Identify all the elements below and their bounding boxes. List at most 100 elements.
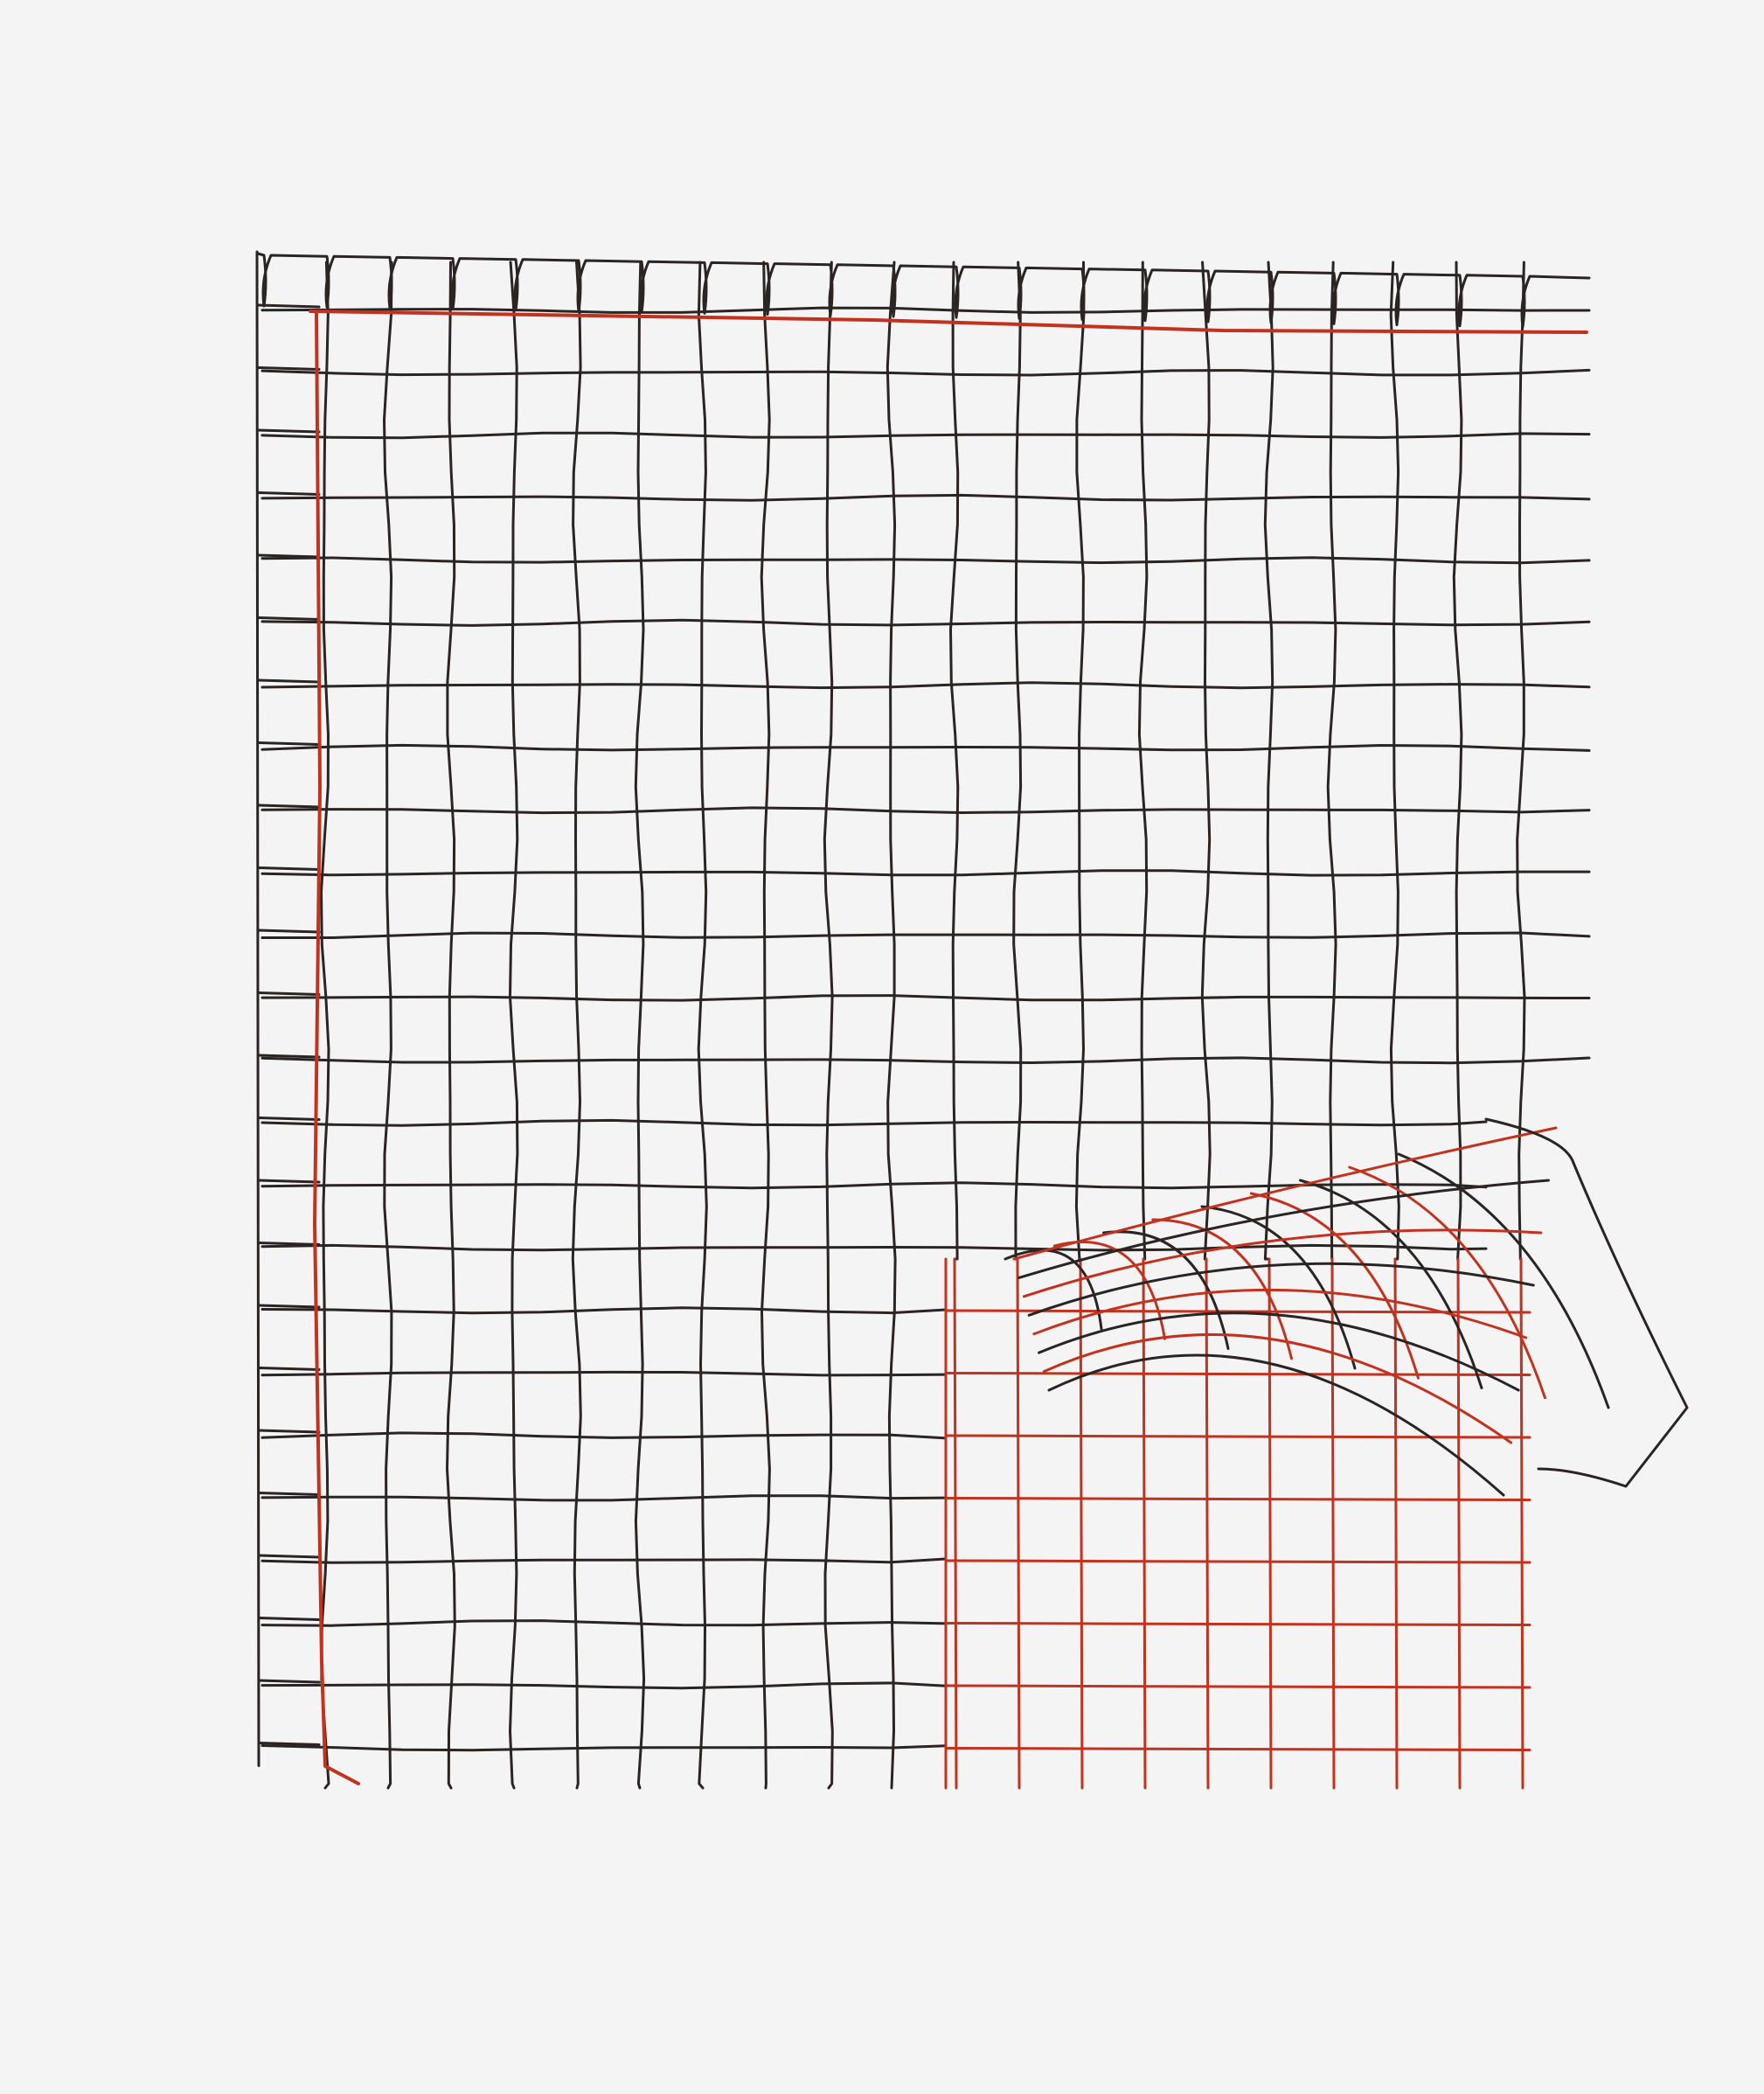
left-outer-wire xyxy=(255,250,260,1767)
peel-cross-wire xyxy=(1047,1353,1505,1497)
horizontal-wire xyxy=(260,1243,1488,1252)
left-loop-wire xyxy=(257,678,321,684)
peel-cross-wire xyxy=(1022,1228,1543,1298)
horizontal-wire xyxy=(260,368,1591,377)
peel-arc-wire xyxy=(1397,1152,1610,1409)
peel-arc-wire xyxy=(1200,1205,1357,1370)
left-loop-wire xyxy=(257,929,321,934)
horizontal-wire xyxy=(260,1744,948,1752)
horizontal-wire xyxy=(260,1306,948,1315)
left-loop-wire xyxy=(257,1554,321,1559)
peeled-mesh-roll xyxy=(1004,1117,1689,1497)
horizontal-wire xyxy=(260,994,1591,1002)
vertical-wire xyxy=(446,261,456,1790)
peel-outer-edge xyxy=(1484,1117,1689,1488)
red-wire-mesh xyxy=(309,310,1588,1790)
left-loop-wire xyxy=(257,491,321,496)
left-loop-wire xyxy=(257,1179,321,1184)
vertical-wire xyxy=(1263,261,1274,1261)
red-vertical-wire xyxy=(1393,1257,1399,1790)
vertical-wire xyxy=(949,261,960,1261)
vertical-wire xyxy=(1074,261,1086,1261)
red-vertical-wire xyxy=(1330,1257,1336,1790)
horizontal-wire xyxy=(260,493,1591,502)
left-loop-wire xyxy=(257,1617,321,1621)
vertical-wire xyxy=(1452,261,1463,1261)
horizontal-wire xyxy=(260,431,1591,440)
vertical-wire xyxy=(509,261,519,1790)
peel-arc-wire xyxy=(1348,1165,1546,1400)
peel-arc-wire xyxy=(1151,1218,1293,1360)
peel-cross-wire xyxy=(1012,1126,1558,1261)
horizontal-wire xyxy=(260,806,1591,815)
left-loop-wire xyxy=(257,1054,321,1059)
left-loop-wire xyxy=(257,1492,321,1496)
horizontal-wire xyxy=(260,1494,948,1502)
horizontal-wire xyxy=(260,306,1591,314)
red-horizontal-wire xyxy=(944,1497,1531,1501)
left-loop-wire xyxy=(257,1304,321,1309)
horizontal-wire xyxy=(260,1056,1591,1065)
red-vertical-wire xyxy=(1205,1257,1210,1790)
red-vertical-wire xyxy=(1267,1257,1273,1790)
horizontal-wire xyxy=(260,1619,948,1627)
dark-wire-mesh xyxy=(255,250,1591,1790)
left-loop-wire xyxy=(257,866,321,871)
peel-cross-wire xyxy=(1042,1332,1513,1444)
left-loop-wire xyxy=(257,1242,321,1246)
peel-arc-wire xyxy=(1249,1192,1420,1380)
red-vertical-wire xyxy=(1079,1257,1084,1790)
left-loop-wire xyxy=(257,1117,321,1121)
left-loop-wire xyxy=(257,1679,321,1684)
left-loop-wire xyxy=(257,303,321,309)
red-horizontal-wire xyxy=(944,1434,1531,1439)
left-loop-wire xyxy=(257,616,321,621)
vertical-wire xyxy=(1137,261,1149,1261)
vertical-wire xyxy=(1012,261,1023,1261)
horizontal-wire xyxy=(260,681,1591,690)
left-loop-wire xyxy=(257,428,321,434)
left-loop-wire xyxy=(257,1429,321,1434)
vertical-wire xyxy=(697,261,708,1790)
peel-arc-wire xyxy=(1299,1179,1483,1389)
red-vertical-wire xyxy=(1519,1257,1524,1790)
red-left-rail xyxy=(313,310,360,1785)
vertical-wire xyxy=(1200,261,1212,1261)
red-vertical-wire xyxy=(953,1257,958,1790)
red-vertical-wire xyxy=(1456,1257,1462,1790)
horizontal-wire xyxy=(260,1431,948,1440)
left-loop-wire xyxy=(257,366,321,371)
horizontal-wire xyxy=(260,1370,948,1377)
peel-arc-wire xyxy=(1004,1249,1103,1331)
horizontal-wire xyxy=(260,556,1591,565)
red-horizontal-wire xyxy=(944,1747,1531,1751)
red-top-rail xyxy=(309,310,1588,334)
left-loop-wire xyxy=(257,741,321,746)
peel-cross-wire xyxy=(1027,1262,1535,1317)
horizontal-wire xyxy=(260,1557,948,1564)
left-loop-wire xyxy=(257,991,321,996)
left-loop-wire xyxy=(257,553,321,559)
vertical-wire xyxy=(383,261,393,1790)
left-loop-wire xyxy=(257,1367,321,1371)
red-horizontal-wire xyxy=(944,1372,1531,1376)
vertical-wire xyxy=(760,261,771,1790)
horizontal-wire xyxy=(260,743,1591,752)
vertical-wire xyxy=(320,261,330,1790)
left-loop-wire xyxy=(257,804,321,809)
red-horizontal-wire xyxy=(944,1684,1531,1689)
peel-cross-wire xyxy=(1017,1179,1550,1279)
red-vertical-wire xyxy=(1016,1257,1021,1790)
horizontal-wire xyxy=(260,869,1591,877)
red-horizontal-wire xyxy=(944,1622,1531,1626)
horizontal-wire xyxy=(260,1118,1488,1127)
left-loop-wire xyxy=(257,1742,321,1746)
red-vertical-wire xyxy=(1142,1257,1147,1790)
horizontal-wire xyxy=(260,618,1591,627)
peel-cross-wire xyxy=(1032,1288,1528,1339)
peel-cross-wire xyxy=(1038,1311,1520,1392)
vertical-wire xyxy=(885,261,897,1790)
vertical-wire xyxy=(823,261,834,1790)
